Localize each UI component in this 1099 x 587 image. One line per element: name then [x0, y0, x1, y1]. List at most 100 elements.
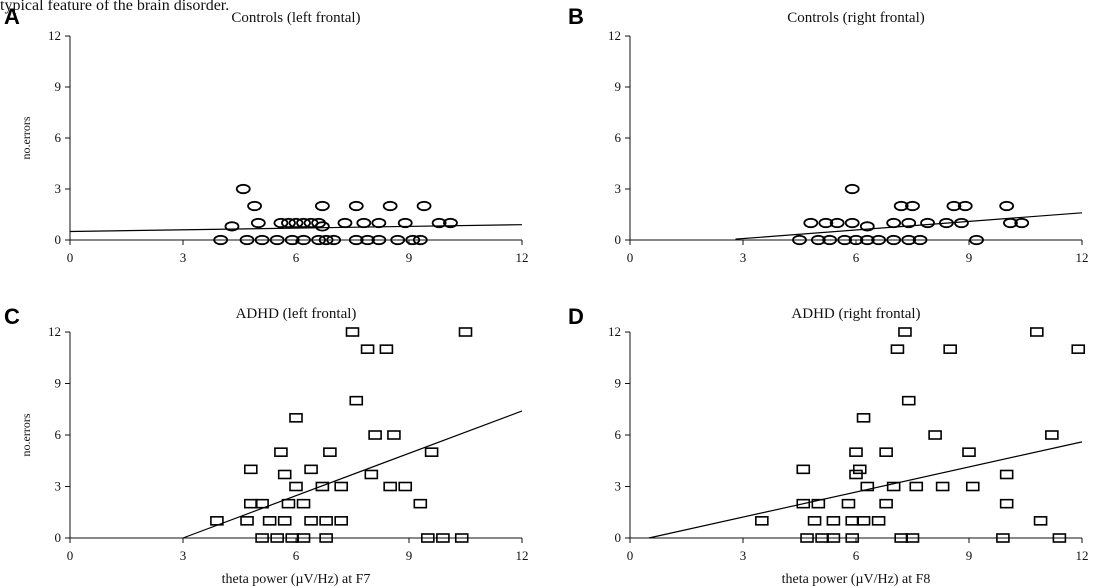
panel-letter: B [568, 4, 584, 29]
data-point [796, 464, 811, 475]
data-point [826, 533, 841, 543]
data-point [304, 516, 318, 526]
x-tick-label: 12 [1076, 548, 1089, 563]
y-tick-label: 0 [55, 232, 62, 247]
data-point [431, 217, 447, 229]
data-point [273, 217, 289, 229]
panel-letter: C [4, 304, 20, 329]
y-tick-label: 9 [55, 79, 62, 94]
chart-panel-d: D ADHD (right frontal) 0 3 6 9 12 0 3 6 9 12 theta p… [568, 304, 1089, 587]
data-point [360, 234, 375, 246]
data-point [905, 200, 920, 212]
data-point [845, 533, 860, 543]
data-point [1052, 533, 1067, 543]
data-point [345, 327, 360, 337]
data-point [962, 447, 976, 457]
data-point [289, 413, 303, 423]
data-point [969, 234, 984, 246]
data-point [859, 221, 875, 232]
x-tick-label: 0 [627, 250, 634, 265]
y-tick-label: 3 [55, 479, 62, 494]
data-point [898, 327, 912, 337]
y-tick-label: 0 [55, 530, 62, 545]
data-point [443, 217, 458, 229]
x-tick-label: 3 [180, 548, 187, 563]
data-point [368, 430, 382, 440]
data-point [311, 217, 327, 229]
x-tick-label: 6 [293, 548, 300, 563]
data-point [405, 234, 421, 246]
data-point [810, 234, 826, 246]
panels: A Controls (left frontal) 0 3 6 9 12 0 3 6 9 12 no.e… [4, 4, 1089, 587]
data-point [284, 234, 300, 246]
data-point [901, 395, 916, 406]
data-point [382, 200, 398, 212]
data-point [905, 533, 920, 543]
data-point [413, 498, 428, 509]
x-tick-label: 0 [67, 250, 74, 265]
y-tick-label: 12 [48, 28, 61, 43]
y-tick-label: 3 [615, 181, 622, 196]
data-point [250, 217, 266, 229]
data-point [879, 498, 893, 509]
data-point [803, 217, 819, 229]
data-point [811, 498, 826, 509]
data-point [871, 234, 886, 246]
data-point [996, 533, 1010, 543]
y-tick-label: 3 [55, 181, 62, 196]
data-point [954, 217, 969, 229]
data-point [334, 481, 349, 492]
x-tick-label: 3 [180, 250, 187, 265]
data-point [348, 234, 364, 246]
y-tick-label: 0 [615, 232, 622, 247]
data-point [240, 516, 254, 526]
data-point [841, 498, 856, 509]
data-point [274, 447, 288, 457]
x-tick-label: 12 [1076, 250, 1089, 265]
x-tick-label: 0 [627, 548, 634, 563]
data-point [837, 234, 853, 246]
data-point [886, 481, 901, 492]
data-point [319, 533, 333, 543]
data-point [255, 533, 269, 543]
data-point [901, 234, 917, 246]
data-point [277, 516, 292, 526]
data-point [879, 447, 893, 457]
chart-title: Controls (right frontal) [787, 10, 924, 26]
data-point [371, 217, 387, 229]
y-tick-label: 12 [608, 28, 621, 43]
data-point [277, 469, 292, 480]
x-tick-label: 9 [966, 548, 973, 563]
data-point [852, 464, 867, 475]
data-point [296, 234, 311, 246]
data-point [296, 533, 311, 543]
data-point [281, 217, 296, 229]
data-point [269, 234, 285, 246]
data-point [946, 200, 962, 212]
y-tick-label: 6 [55, 427, 62, 442]
data-point [356, 217, 372, 229]
data-point [849, 447, 863, 457]
data-point [860, 481, 875, 492]
data-point [1071, 344, 1086, 354]
data-point [323, 447, 337, 457]
y-tick-label: 9 [615, 79, 622, 94]
regression-line [735, 212, 1083, 240]
data-point [296, 498, 311, 509]
data-point [314, 200, 330, 212]
data-point [859, 234, 875, 246]
regression-line [182, 410, 523, 539]
chart-title: ADHD (left frontal) [236, 306, 357, 322]
data-point [364, 469, 379, 480]
x-tick-label: 12 [516, 250, 529, 265]
x-tick-label: 9 [406, 548, 413, 563]
data-point [1045, 430, 1059, 440]
y-tick-label: 6 [615, 427, 622, 442]
data-point [315, 481, 330, 492]
chart-title: ADHD (right frontal) [791, 306, 920, 322]
data-point [965, 481, 980, 492]
chart-title: Controls (left frontal) [231, 10, 360, 26]
data-point [288, 217, 304, 229]
x-axis-label: theta power (µV/Hz) at F7 [222, 572, 371, 587]
data-point [1030, 327, 1044, 337]
